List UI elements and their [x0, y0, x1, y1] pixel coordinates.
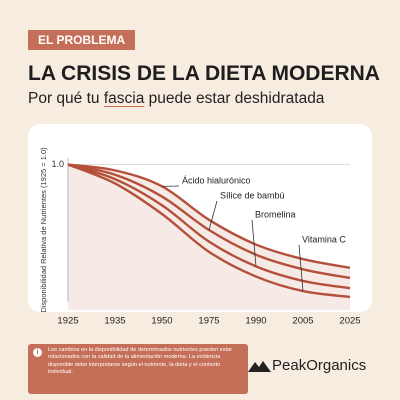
series-label: Ácido hialurónico — [182, 175, 251, 185]
series-label: Vitamina C — [302, 234, 346, 244]
info-icon: i — [33, 348, 42, 357]
note-text: Los cambios en la disponibilidad de dete… — [48, 347, 233, 376]
leader-line — [298, 244, 304, 292]
series-label: Bromelina — [255, 209, 296, 219]
series-label: Sílice de bambú — [220, 190, 285, 200]
x-tick-label: 1950 — [151, 316, 172, 327]
note: i Los cambios en la disponibilidad de det… — [28, 344, 248, 394]
subtitle-text: puede estar deshidratada — [144, 90, 325, 107]
subtitle-text: Por qué tu — [28, 90, 104, 107]
brand: PeakOrganics — [272, 357, 367, 374]
y-axis-label: Disponibilidad Relativa de Nutrientes (1… — [39, 147, 48, 313]
subtitle: Por qué tu fascia puede estar deshidrata… — [28, 90, 324, 108]
title: LA CRISIS DE LA DIETA MODERNA — [28, 62, 380, 85]
line — [67, 163, 351, 290]
x-tick-label: 1975 — [198, 316, 219, 327]
leader-line — [208, 200, 218, 231]
subtitle-highlight: fascia — [103, 90, 145, 107]
y-tick-label: 1.0 — [51, 159, 64, 169]
badge: EL PROBLEMA — [28, 30, 136, 50]
x-tick-label: 1990 — [245, 316, 266, 327]
line — [67, 163, 351, 269]
brand-logo — [248, 361, 271, 372]
x-tick-label: 2005 — [292, 316, 313, 327]
x-tick-label: 2025 — [339, 316, 360, 327]
leader-line — [251, 219, 257, 267]
x-tick-label: 1935 — [104, 316, 125, 327]
x-tick-label: 1925 — [57, 316, 78, 327]
line — [67, 163, 351, 299]
